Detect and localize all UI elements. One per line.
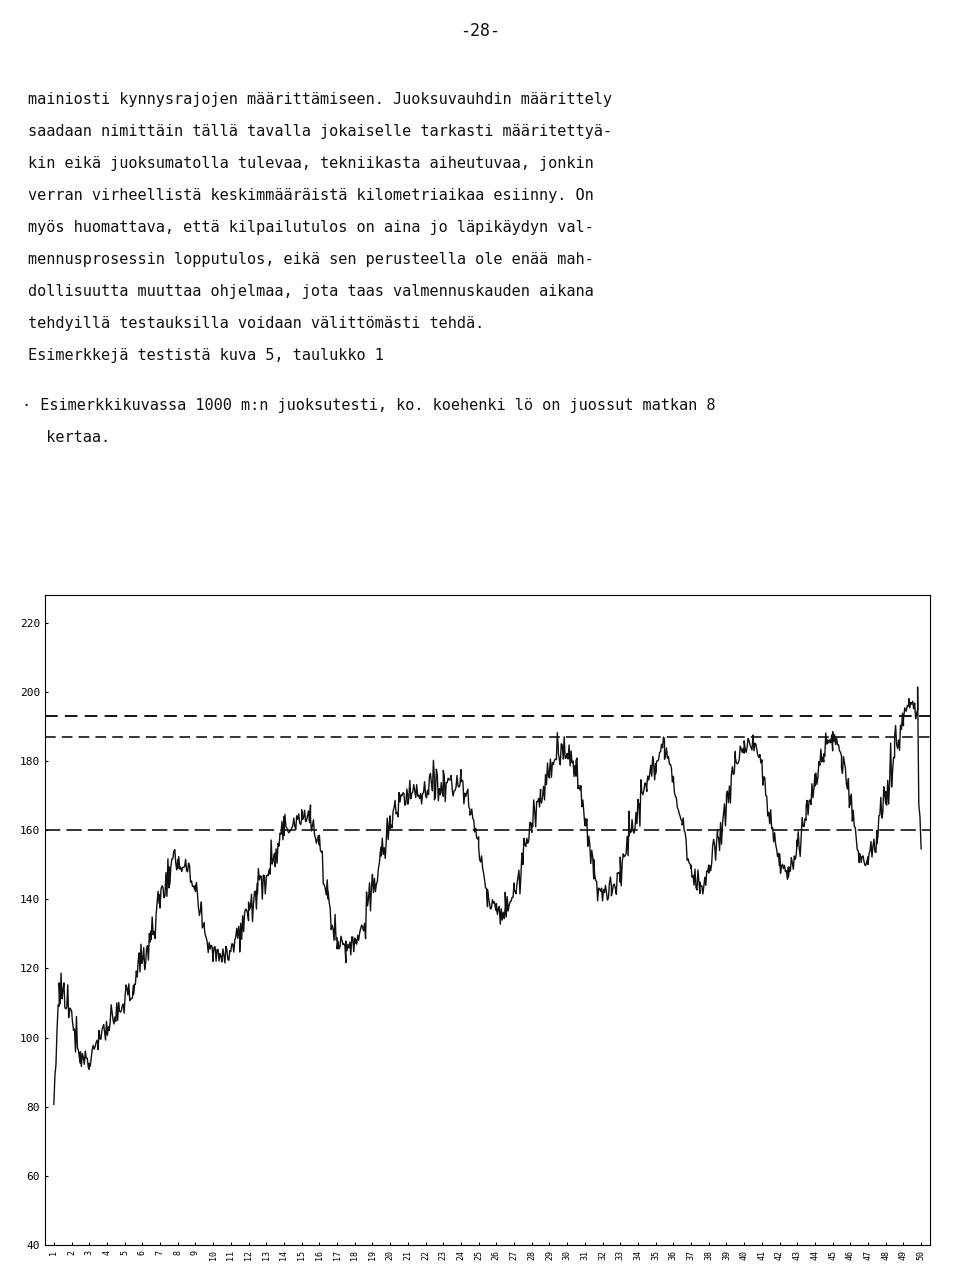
Text: mennusprosessin lopputulos, eikä sen perusteella ole enää mah-: mennusprosessin lopputulos, eikä sen per… bbox=[28, 252, 593, 267]
Text: tehdyillä testauksilla voidaan välittömästi tehdä.: tehdyillä testauksilla voidaan välittömä… bbox=[28, 315, 484, 331]
Text: kin eikä juoksumatolla tulevaa, tekniikasta aiheutuvaa, jonkin: kin eikä juoksumatolla tulevaa, tekniika… bbox=[28, 156, 593, 171]
Text: -28-: -28- bbox=[460, 22, 500, 40]
Text: Esimerkkejä testistä kuva 5, taulukko 1: Esimerkkejä testistä kuva 5, taulukko 1 bbox=[28, 349, 384, 363]
Text: saadaan nimittäin tällä tavalla jokaiselle tarkasti määritettyä-: saadaan nimittäin tällä tavalla jokaisel… bbox=[28, 124, 612, 139]
Text: myös huomattava, että kilpailutulos on aina jo läpikäydyn val-: myös huomattava, että kilpailutulos on a… bbox=[28, 220, 593, 235]
Text: kertaa.: kertaa. bbox=[28, 430, 110, 444]
Text: mainiosti kynnysrajojen määrittämiseen. Juoksuvauhdin määrittely: mainiosti kynnysrajojen määrittämiseen. … bbox=[28, 92, 612, 107]
Text: verran virheellistä keskimmääräistä kilometriaikaa esiinny. On: verran virheellistä keskimmääräistä kilo… bbox=[28, 188, 593, 203]
Text: dollisuutta muuttaa ohjelmaa, jota taas valmennuskauden aikana: dollisuutta muuttaa ohjelmaa, jota taas … bbox=[28, 283, 593, 299]
Text: · Esimerkkikuvassa 1000 m:n juoksutesti, ko. koehenki lö on juossut matkan 8: · Esimerkkikuvassa 1000 m:n juoksutesti,… bbox=[22, 398, 715, 412]
